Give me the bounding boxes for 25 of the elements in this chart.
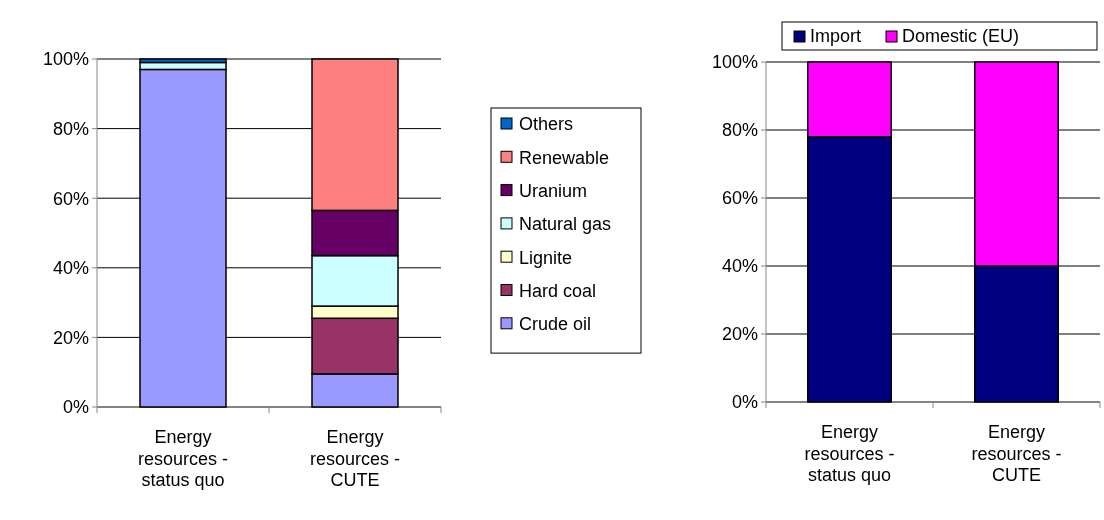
x-tick-label: Energy resources - CUTE (309, 427, 401, 491)
x-tick-label: Energy resources - status quo (137, 427, 229, 491)
y-tick-label: 60% (721, 188, 758, 209)
y-tick-label: 20% (52, 327, 89, 348)
legend-label: Uranium (519, 180, 588, 201)
y-tick-label: 60% (52, 188, 89, 209)
y-tick-label: 80% (721, 120, 758, 141)
legend-label: Domestic (EU) (902, 26, 1020, 47)
y-tick-label: 20% (721, 324, 758, 345)
y-tick-label: 100% (42, 49, 89, 70)
legend-label: Crude oil (519, 314, 592, 335)
y-tick-label: 40% (721, 256, 758, 277)
y-tick-label: 100% (711, 52, 758, 73)
legend-label: Hard coal (519, 280, 597, 301)
y-tick-label: 40% (52, 258, 89, 279)
legend-label: Natural gas (519, 214, 612, 235)
y-tick-label: 0% (62, 397, 89, 418)
legend-label: Lignite (519, 247, 573, 268)
legend-label: Import (810, 26, 862, 47)
legend-label: Others (519, 114, 574, 135)
y-tick-label: 0% (731, 392, 758, 413)
y-tick-label: 80% (52, 118, 89, 139)
x-tick-label: Energy resources - status quo (804, 422, 895, 486)
legend-label: Renewable (519, 147, 610, 168)
x-tick-label: Energy resources - CUTE (971, 422, 1062, 486)
